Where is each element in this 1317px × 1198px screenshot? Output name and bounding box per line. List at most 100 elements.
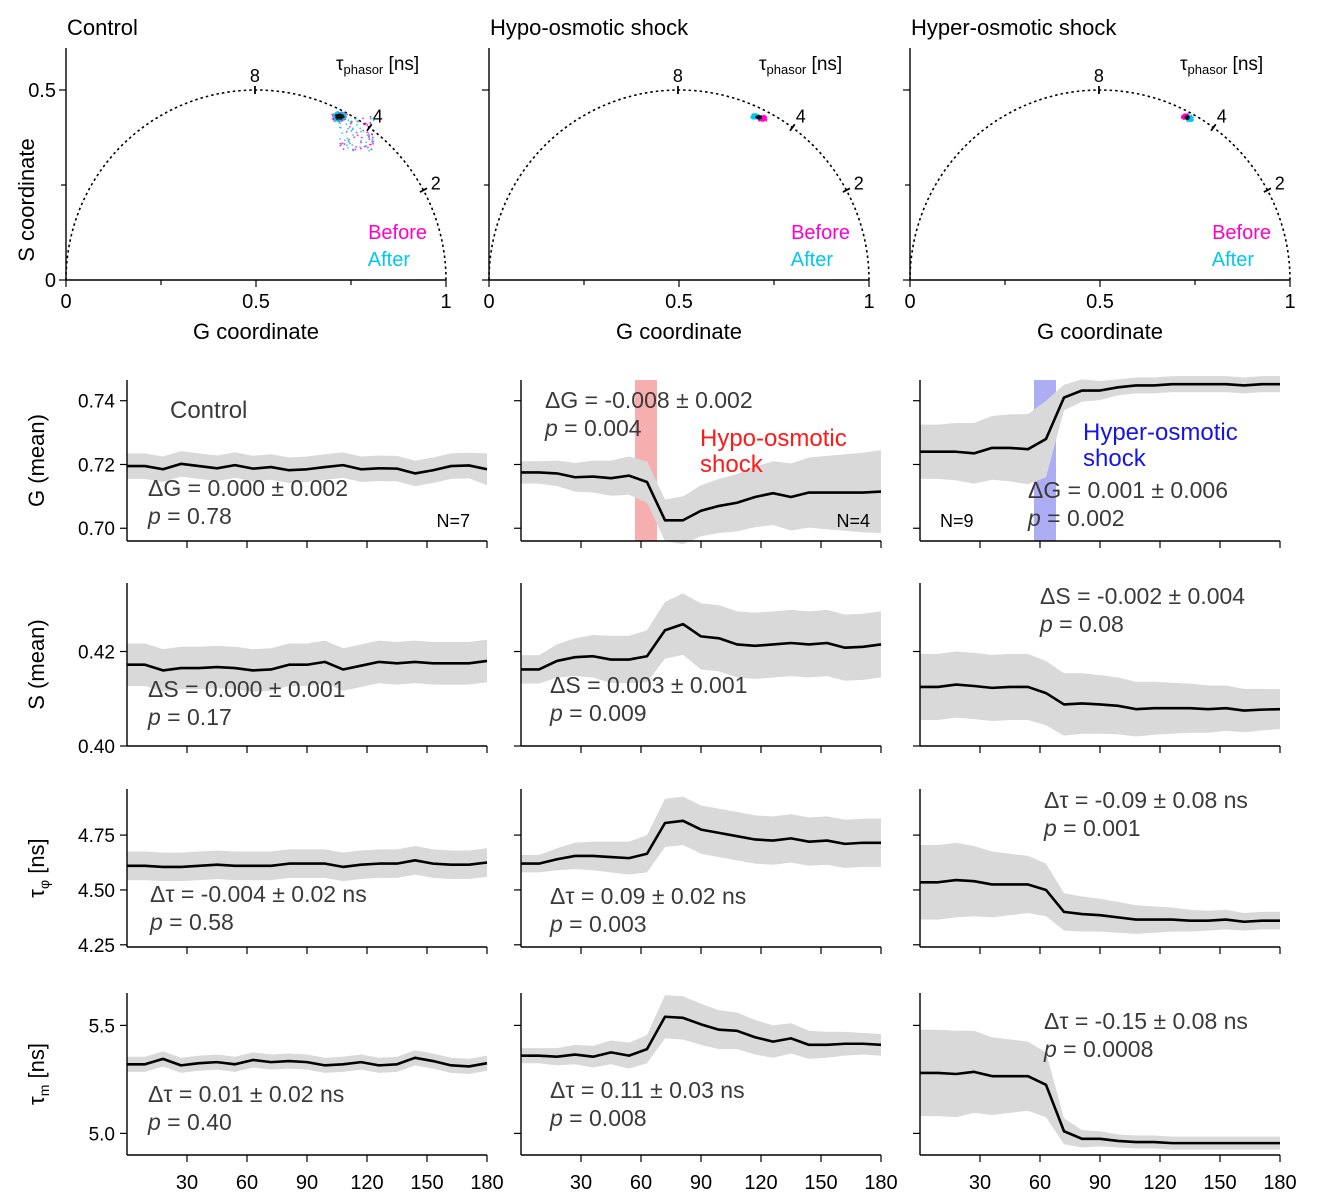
lifetime-tick [1210,123,1217,132]
x-tick-label: 90 [690,1172,712,1194]
x-tick-label: 150 [1203,1172,1236,1194]
x-tick-label: 120 [350,1172,383,1194]
phasor-point [764,117,767,120]
phasor-point [362,129,365,132]
lifetime-tick [842,187,851,193]
phasor-point [345,144,348,147]
x-tick-label: 30 [969,1172,991,1194]
y-tick-label: 0 [45,270,56,292]
ts-panel-r3-c2: Δτ = 0.09 ± 0.02 nsp = 0.003 [514,789,882,954]
phasor-point [339,113,342,116]
x-tick-label: 90 [1089,1172,1111,1194]
phasor-point [340,115,343,118]
p-value-annotation: p = 0.17 [147,704,232,730]
phasor-point [1186,120,1189,123]
x-axis-label: G coordinate [1037,319,1163,344]
phasor-point [359,146,362,149]
phasor-title: Control [67,15,138,40]
panel-label-control: Control [170,397,247,424]
phasor-point [335,111,338,114]
lifetime-tick-label: 4 [1217,106,1227,126]
row-y-label: τm [ns] [24,1043,52,1105]
phasor-point [367,132,370,134]
x-tick-label: 0 [60,291,71,313]
phasor-point [763,115,766,118]
mean-line [920,382,1280,455]
legend-before: Before [368,222,427,244]
ts-panel-r3-c3: Δτ = -0.09 ± 0.08 nsp = 0.001 [913,787,1281,954]
phasor-panel-3: Hyper-osmotic shock 0 0.5 1 G coordinate 8 4 2 τ… [903,15,1296,344]
phasor-point [343,143,346,145]
lifetime-tick-label: 4 [796,106,806,126]
phasor-point [760,118,763,121]
phasor-point [336,116,339,119]
phasor-point [352,134,354,136]
x-tick-label: 120 [1143,1172,1176,1194]
cloud-core [755,114,763,120]
x-tick-label: 180 [1263,1172,1296,1194]
x-tick-label: 0.5 [665,291,693,313]
x-tick-label: 90 [296,1172,318,1194]
phasor-point [1190,117,1193,119]
x-tick-label: 1 [1284,291,1295,313]
phasor-point [370,148,372,151]
n-label: N=4 [836,511,870,531]
delta-annotation: Δτ = -0.004 ± 0.02 ns [150,881,367,907]
phasor-point [347,119,350,122]
phasor-point [366,146,369,149]
x-tick-label: 0 [904,291,915,313]
mean-line [920,683,1281,712]
x-axis-label: G coordinate [193,319,319,344]
legend-before: Before [1212,222,1271,244]
phasor-point [371,138,374,141]
phasor-point [369,121,372,124]
phasor-point [339,126,342,129]
phasor-point [365,141,367,144]
phasor-point [357,120,360,123]
phasor-point [338,116,341,119]
y-tick-label: 4.50 [78,881,115,902]
y-tick-label: 0.70 [78,519,115,540]
phasor-point [339,144,342,147]
phasor-point [337,110,340,113]
x-tick-label: 1 [440,291,451,313]
legend-after: After [1212,249,1255,271]
mean-line [521,622,882,671]
phasor-point [372,117,374,120]
phasor-point [360,136,363,139]
phasor-point [345,115,347,118]
x-tick-label: 150 [804,1172,837,1194]
phasor-point [372,119,375,122]
phasor-point [348,141,350,143]
phasor-point [345,130,348,133]
row-y-label: τφ [ns] [24,838,52,897]
lifetime-tick-label: 2 [1275,174,1285,194]
sd-band [920,1029,1280,1150]
y-tick-label: 0.72 [78,455,115,476]
lifetime-tick-label: 2 [854,174,864,194]
y-tick-label: 4.25 [78,936,115,957]
p-value-annotation: p = 0.003 [549,911,647,937]
phasor-point [368,134,370,136]
phasor-point [368,138,371,141]
phasor-point [360,141,362,144]
x-tick-label: 150 [410,1172,443,1194]
mean-line [920,878,1280,924]
phasor-point [354,148,357,151]
phasor-point [1192,116,1195,119]
lifetime-tick [1263,187,1272,193]
y-tick-label: 5.5 [89,1016,115,1037]
phasor-point [371,136,374,139]
phasor-point [349,142,351,145]
delta-annotation: ΔS = 0.000 ± 0.001 [148,676,345,702]
delta-annotation: Δτ = 0.01 ± 0.02 ns [148,1081,344,1107]
phasor-point [347,127,349,130]
phasor-point [372,142,375,145]
mean-line [127,859,488,869]
x-tick-label: 60 [1029,1172,1051,1194]
p-value-annotation: p = 0.08 [1039,611,1124,637]
shock-label-line1: Hyper-osmotic [1083,419,1238,446]
